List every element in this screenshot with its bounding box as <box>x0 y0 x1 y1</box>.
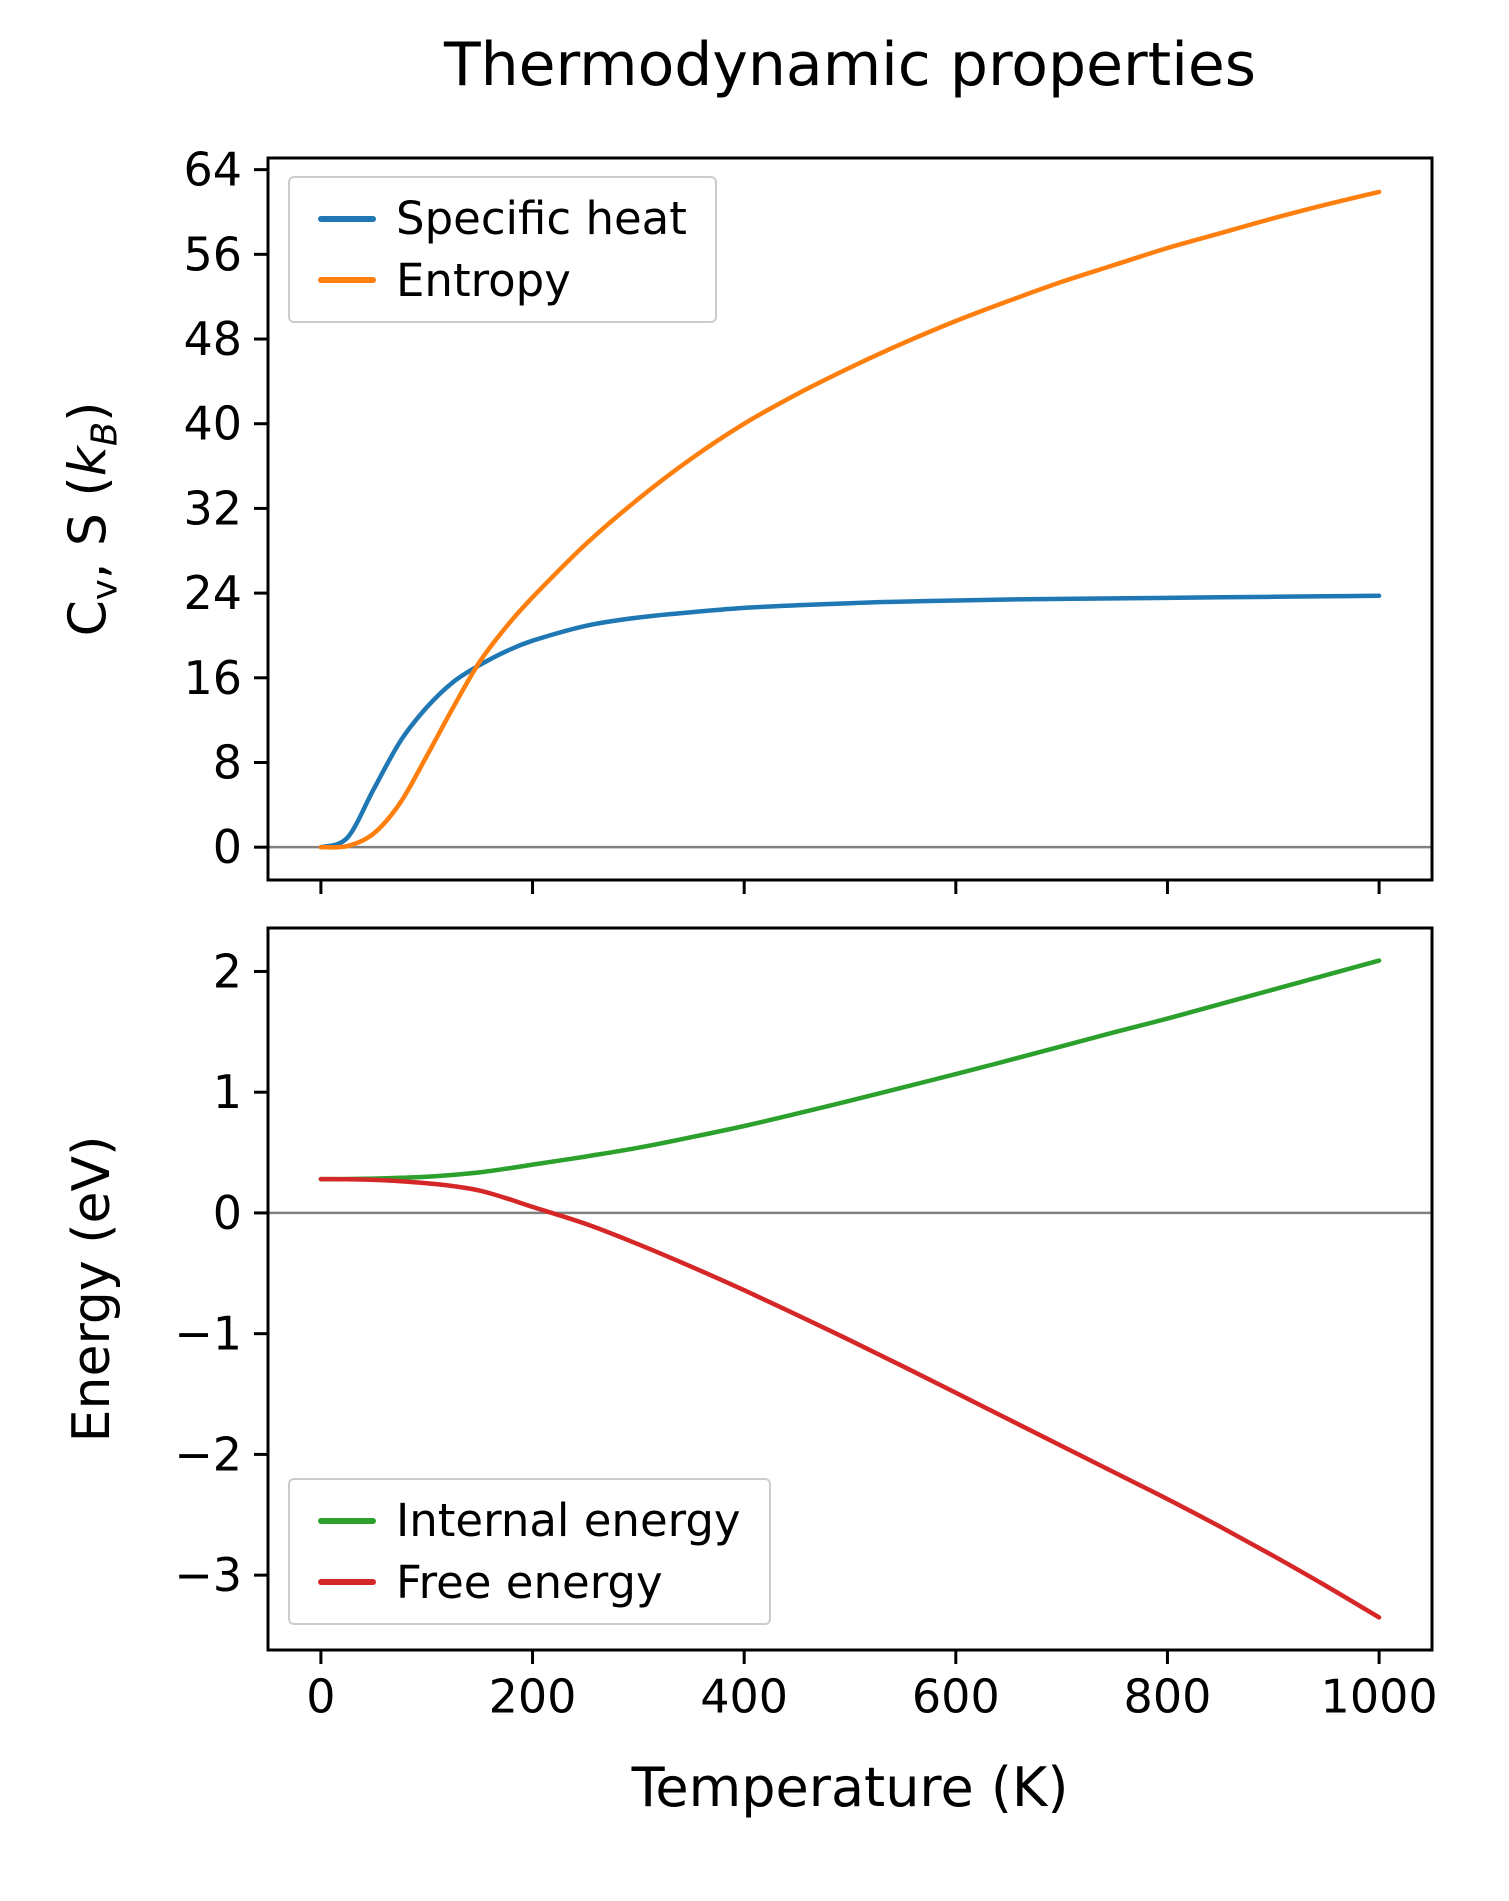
legend-label: Specific heat <box>396 192 687 245</box>
y-tick-label: 64 <box>183 143 242 197</box>
legend-top: Specific heat Entropy <box>288 176 717 323</box>
axes-frame <box>266 926 1434 1652</box>
y-tick-label: −3 <box>174 1548 242 1602</box>
y-tick-label: 0 <box>213 820 242 874</box>
y-tick-label: −2 <box>174 1427 242 1481</box>
y-tick-label: 1 <box>213 1065 242 1119</box>
legend-line-swatch-internal-energy <box>318 1517 376 1524</box>
x-tick-label: 800 <box>1124 1669 1212 1723</box>
legend-line-swatch-entropy <box>318 277 376 284</box>
y-tick-label: 48 <box>183 312 242 366</box>
y-tick-label: 40 <box>183 397 242 451</box>
legend-item: Specific heat <box>318 194 687 244</box>
y-tick-label: 0 <box>213 1186 242 1240</box>
y-tick-label: −1 <box>174 1307 242 1361</box>
chart-title: Thermodynamic properties <box>443 30 1257 100</box>
series-entropy-line <box>318 189 1382 850</box>
legend-item: Internal energy <box>318 1496 741 1546</box>
x-axis-label: Temperature (K) <box>631 1756 1069 1819</box>
ylabel-sub-v: v <box>84 579 126 601</box>
top-y-axis-label: Cv, S (kB) <box>58 402 125 637</box>
legend-line-swatch-specific-heat <box>318 215 376 222</box>
ylabel-k: k <box>58 446 119 477</box>
axes-frame <box>266 156 1434 882</box>
legend-line-swatch-free-energy <box>318 1579 376 1586</box>
ylabel-part-mid: , S ( <box>58 476 119 580</box>
y-tick-label: 24 <box>183 566 242 620</box>
y-tick-label: 8 <box>213 735 242 789</box>
y-tick-label: 16 <box>183 651 242 705</box>
legend-label: Free energy <box>396 1555 663 1609</box>
legend-item: Free energy <box>318 1555 741 1609</box>
bottom-y-axis-label: Energy (eV) <box>62 1135 122 1443</box>
y-tick-label: 2 <box>213 944 242 998</box>
ylabel-b: B <box>84 421 126 447</box>
series-internal-energy-line <box>318 958 1382 1182</box>
x-tick-label: 600 <box>912 1669 1000 1723</box>
y-tick-label: 32 <box>183 481 242 535</box>
series-free-energy-line <box>318 1176 1382 1620</box>
legend-label: Internal energy <box>396 1494 741 1547</box>
y-tick-label: 56 <box>183 227 242 281</box>
legend-item: Entropy <box>318 253 687 307</box>
ylabel-part-c: C <box>58 600 119 637</box>
x-tick-label: 1000 <box>1321 1669 1438 1723</box>
x-tick-label: 200 <box>489 1669 577 1723</box>
ylabel-part-close: ) <box>58 401 119 422</box>
legend-bottom: Internal energy Free energy <box>288 1478 771 1625</box>
legend-label: Entropy <box>396 253 571 307</box>
series-specific-heat-line <box>318 593 1382 850</box>
x-tick-label: 0 <box>306 1669 335 1723</box>
ylabel-sub-b: B <box>85 422 126 446</box>
x-tick-label: 400 <box>700 1669 788 1723</box>
